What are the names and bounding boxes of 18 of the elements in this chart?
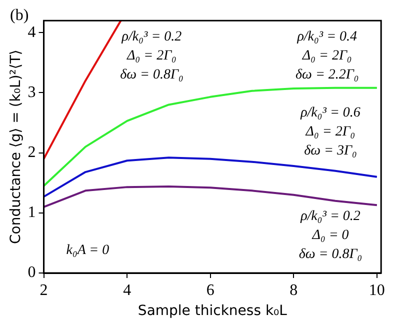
y-tick-label: 0 (28, 264, 36, 282)
x-tick-label: 4 (123, 282, 132, 299)
annotation: ρ/k₀³ = 0.4 Δ₀ = 2Γ₀ δω = 2.2Γ₀ (296, 30, 359, 83)
x-tick-label: 8 (290, 282, 298, 299)
annotation: ρ/k₀³ = 0.2 Δ₀ = 0 δω = 0.8Γ₀ (298, 208, 362, 262)
x-tick-label: 6 (206, 282, 214, 299)
y-tick-label: 3 (28, 84, 36, 101)
x-tick-label: 10 (368, 282, 385, 299)
x-tick-label: 2 (40, 282, 48, 299)
annotation: ρ/k₀³ = 0.2 Δ₀ = 2Γ₀ δω = 0.8Γ₀ (120, 30, 184, 83)
annotation: k₀A = 0 (66, 242, 110, 258)
y-axis-title: Conductance ⟨g⟩ = (k₀L)²⟨T⟩ (8, 50, 24, 244)
y-tick-label: 1 (28, 204, 36, 222)
y-tick-label: 4 (28, 24, 36, 41)
annotation: ρ/k₀³ = 0.6 Δ₀ = 2Γ₀ δω = 3Γ₀ (300, 105, 360, 158)
text: (b) (10, 7, 29, 24)
y-tick-label: 2 (28, 144, 36, 162)
x-axis-title: Sample thickness k₀L (138, 303, 288, 320)
